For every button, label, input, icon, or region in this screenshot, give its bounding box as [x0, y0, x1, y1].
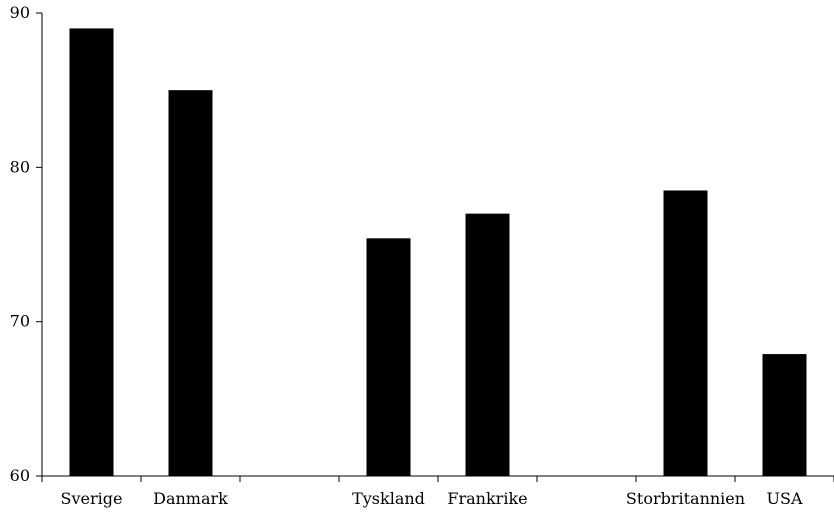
bars — [69, 28, 807, 477]
bar — [663, 190, 708, 476]
category-labels: Sverige Danmark Tyskland Frankrike Storbrita… — [61, 489, 803, 508]
bar — [69, 28, 114, 477]
y-tick-label: 60 — [10, 466, 30, 485]
x-tick-label: USA — [767, 489, 803, 508]
x-tick-label: Tyskland — [352, 489, 425, 508]
bar — [762, 354, 807, 476]
y-tick-label: 70 — [10, 312, 30, 331]
x-tick-label: Storbritannien — [626, 489, 745, 508]
x-tick-label: Danmark — [153, 489, 228, 508]
y-tick-label: 90 — [10, 3, 30, 22]
bar — [168, 90, 213, 477]
bar — [465, 213, 510, 476]
y-axis: 60 70 80 90 — [10, 3, 43, 485]
x-tick-label: Frankrike — [447, 489, 527, 508]
bar — [366, 238, 411, 476]
y-tick-label: 80 — [10, 157, 30, 176]
x-tick-label: Sverige — [61, 489, 123, 508]
x-axis — [41, 475, 834, 482]
